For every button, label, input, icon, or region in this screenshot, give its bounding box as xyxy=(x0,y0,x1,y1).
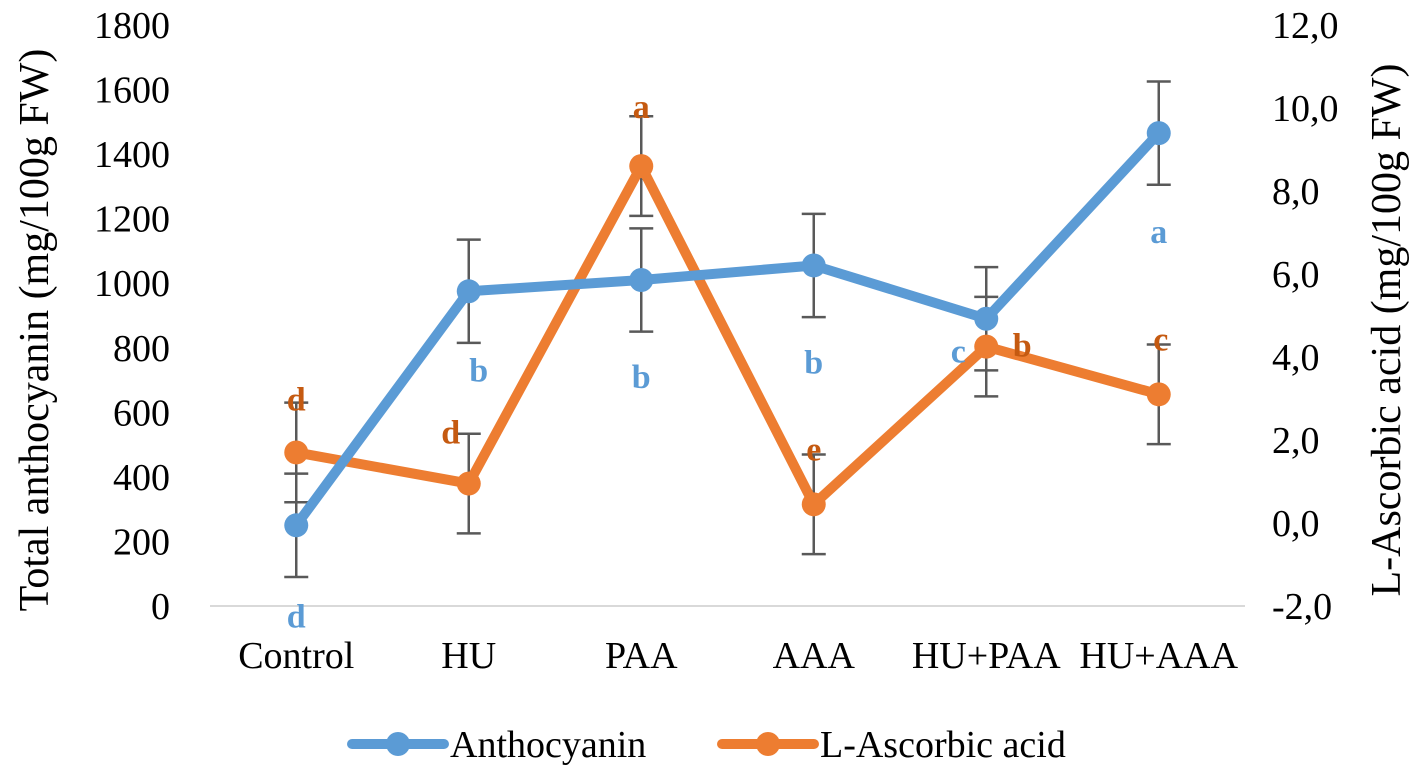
y-right-tick-label: 4,0 xyxy=(1272,337,1320,379)
data-point xyxy=(456,471,481,496)
data-point xyxy=(1146,121,1171,146)
series-line-ascorbic-acid xyxy=(291,161,1164,510)
legend-swatch-marker xyxy=(386,732,410,756)
chart-axes: 0 200 400 600 800 1000 1200 1400 1600 1800 -2,0 0,0… xyxy=(94,5,1339,677)
significance-letter: a xyxy=(1150,214,1167,251)
y-left-tick-label: 600 xyxy=(113,392,170,434)
significance-letter: b xyxy=(632,359,651,396)
data-point xyxy=(629,154,654,179)
significance-letter: d xyxy=(287,598,306,635)
y-right-tick-label: 6,0 xyxy=(1272,254,1320,296)
significance-letter: c xyxy=(1153,321,1168,358)
significance-letter: d xyxy=(441,415,460,452)
x-tick-label: HU+PAA xyxy=(912,635,1061,677)
y-left-tick-label: 1600 xyxy=(94,70,170,112)
y-right-tick-label: 2,0 xyxy=(1272,420,1320,462)
data-points xyxy=(284,121,1171,538)
series-line-anthocyanin xyxy=(291,128,1164,531)
significance-letter: e xyxy=(806,431,821,468)
data-point xyxy=(629,267,654,292)
significance-letter: d xyxy=(287,381,306,418)
y-left-tick-label: 1200 xyxy=(94,199,170,241)
legend-swatch-marker xyxy=(756,732,780,756)
significance-letter: b xyxy=(469,352,488,389)
y-right-tick-label: 0,0 xyxy=(1272,503,1320,545)
y-right-tick-label: 12,0 xyxy=(1272,5,1339,47)
x-tick-label: HU+AAA xyxy=(1079,635,1238,677)
y-right-tick-label: 10,0 xyxy=(1272,88,1339,130)
significance-letter: c xyxy=(951,334,966,371)
data-point xyxy=(1146,382,1171,407)
y-left-tick-label: 800 xyxy=(113,328,170,370)
y-left-tick-label: 200 xyxy=(113,521,170,563)
data-point xyxy=(974,334,999,359)
y-right-tick-label: 8,0 xyxy=(1272,171,1320,213)
data-point xyxy=(974,306,999,331)
y-left-tick-label: 1400 xyxy=(94,134,170,176)
series-lines xyxy=(291,128,1164,531)
data-point xyxy=(456,279,481,304)
y-right-tick-label: -2,0 xyxy=(1272,586,1332,628)
x-tick-label: HU xyxy=(441,635,496,677)
significance-letter: b xyxy=(1013,328,1032,365)
y-axis-right-title: L-Ascorbic acid (mg/100g FW) xyxy=(1364,63,1410,596)
data-point xyxy=(284,440,309,465)
y-left-tick-label: 1000 xyxy=(94,263,170,305)
significance-letter: b xyxy=(804,344,823,381)
y-left-tick-label: 400 xyxy=(113,457,170,499)
data-point xyxy=(284,513,309,538)
x-tick-label: AAA xyxy=(773,635,856,677)
y-axis-left-title: Total anthocyanin (mg/100g FW) xyxy=(12,49,58,612)
data-point xyxy=(801,492,826,517)
y-left-tick-label: 1800 xyxy=(94,5,170,47)
legend: Anthocyanin L-Ascorbic acid xyxy=(347,724,1066,766)
x-tick-label: PAA xyxy=(605,635,678,677)
significance-letter: a xyxy=(633,89,650,126)
legend-label: L-Ascorbic acid xyxy=(820,724,1066,766)
data-point xyxy=(801,253,826,278)
legend-label: Anthocyanin xyxy=(450,724,646,766)
x-tick-label: Control xyxy=(238,635,354,677)
y-left-tick-label: 0 xyxy=(151,586,170,628)
